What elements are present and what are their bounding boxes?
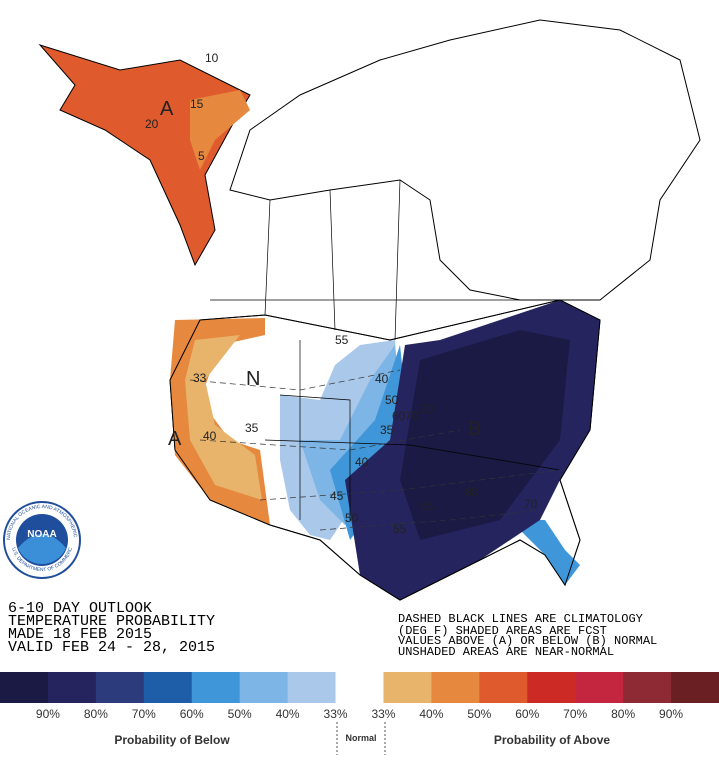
legend-swatch [0,672,49,703]
map-label: 15 [190,97,204,111]
alaska-above [38,43,251,267]
map-label: 70 [524,497,538,511]
map-label: 50 [345,511,359,525]
map-label: 40 [203,429,217,443]
note-line: (DEG F) SHADED AREAS ARE FCST [398,624,607,638]
map-label: 50 [385,393,399,407]
header-line: 6-10 DAY OUTLOOK [8,600,152,617]
west-above-40 [185,335,262,500]
map-label: 55 [335,333,349,347]
legend-normal: Normal [345,733,376,743]
logo-name: NOAA [27,529,56,540]
alaska-inner [190,90,250,170]
legend-below: Probability of Below [114,733,230,747]
climatology-lines [189,369,561,531]
legend-label: 33% [371,707,395,721]
legend-label: 33% [324,707,348,721]
map-label: 65 [420,499,434,513]
legend-swatch [143,672,193,703]
map-label: A [160,98,174,120]
florida-below [510,520,580,585]
legend-swatch [575,672,624,703]
note-line: UNSHADED AREAS ARE NEAR-NORMAL [398,645,614,659]
map-label: 35 [245,421,259,435]
legend-label: 80% [611,707,635,721]
note-line: DASHED BLACK LINES ARE CLIMATOLOGY [398,612,643,626]
map-label: B [468,418,481,440]
legend-swatch [479,672,528,703]
legend-label: 70% [563,707,587,721]
legend-swatch [239,672,289,703]
note-line: VALUES ABOVE (A) OR BELOW (B) NORMAL [398,634,657,648]
map-label: 80 [465,485,479,499]
map-label: 70 [405,409,419,423]
legend-label: 60% [515,707,539,721]
notes: DASHED BLACK LINES ARE CLIMATOLOGY (DEG … [398,612,657,659]
map-label: 35 [380,423,394,437]
legend-label: 90% [36,707,60,721]
legend-swatch [671,672,719,703]
map-label: 5 [198,149,205,163]
legend-swatch [335,672,384,703]
legend: 90% 80% 70% 60% 50% 40% 33% 33% 40% 50% 60% 70% 80% 9… [0,672,719,721]
map-label: 40 [355,455,369,469]
legend-swatch [95,672,145,703]
legend-swatch [47,672,97,703]
logo-ring-text: NATIONAL OCEANIC AND ATMOSPHERIC ADMINIS… [0,0,78,540]
map-label: N [246,368,260,390]
legend-label: 60% [180,707,204,721]
header-line: MADE 18 FEB 2015 [8,626,152,643]
legend-label: 40% [276,707,300,721]
legend-swatch [623,672,672,703]
header-line: VALID FEB 24 - 28, 2015 [8,639,215,656]
legend-label: 50% [467,707,491,721]
svg-text:U.S. DEPARTMENT OF COMMERCE: U.S. DEPARTMENT OF COMMERCE [0,0,74,573]
east-below-90 [400,330,570,540]
legend-label: 70% [132,707,156,721]
legend-above: Probability of Above [494,733,611,747]
borders [210,179,561,520]
legend-swatch [431,672,480,703]
map-label: 30 [420,402,434,416]
svg-text:NATIONAL OCEANIC AND ATMOSPHER: NATIONAL OCEANIC AND ATMOSPHERIC ADMINIS… [0,0,78,540]
legend-label: 40% [419,707,443,721]
legend-swatch [527,672,576,703]
map-label: A [168,428,182,450]
header-line: TEMPERATURE PROBABILITY [8,613,215,630]
map-labels: A 10 15 20 5 A N 33 40 35 B 55 40 50 60 … [145,51,538,536]
us-outline [169,299,601,601]
map-label: 40 [375,372,389,386]
legend-swatch [287,672,337,703]
map-label: 10 [205,51,219,65]
legend-swatch [383,672,432,703]
map-label: 33 [193,371,207,385]
legend-label: 90% [659,707,683,721]
map-label: 20 [145,117,159,131]
map [38,19,701,601]
map-label: 55 [393,522,407,536]
legend-label: 50% [228,707,252,721]
map-label: 60 [392,409,406,423]
noaa-logo: NATIONAL OCEANIC AND ATMOSPHERIC ADMINIS… [0,0,81,579]
map-label: 45 [330,489,344,503]
legend-swatch [191,672,241,703]
canada-north [229,19,701,301]
legend-label: 80% [84,707,108,721]
outlook-header: 6-10 DAY OUTLOOK TEMPERATURE PROBABILITY… [8,600,215,656]
logo-ring-text: U.S. DEPARTMENT OF COMMERCE [0,0,74,573]
